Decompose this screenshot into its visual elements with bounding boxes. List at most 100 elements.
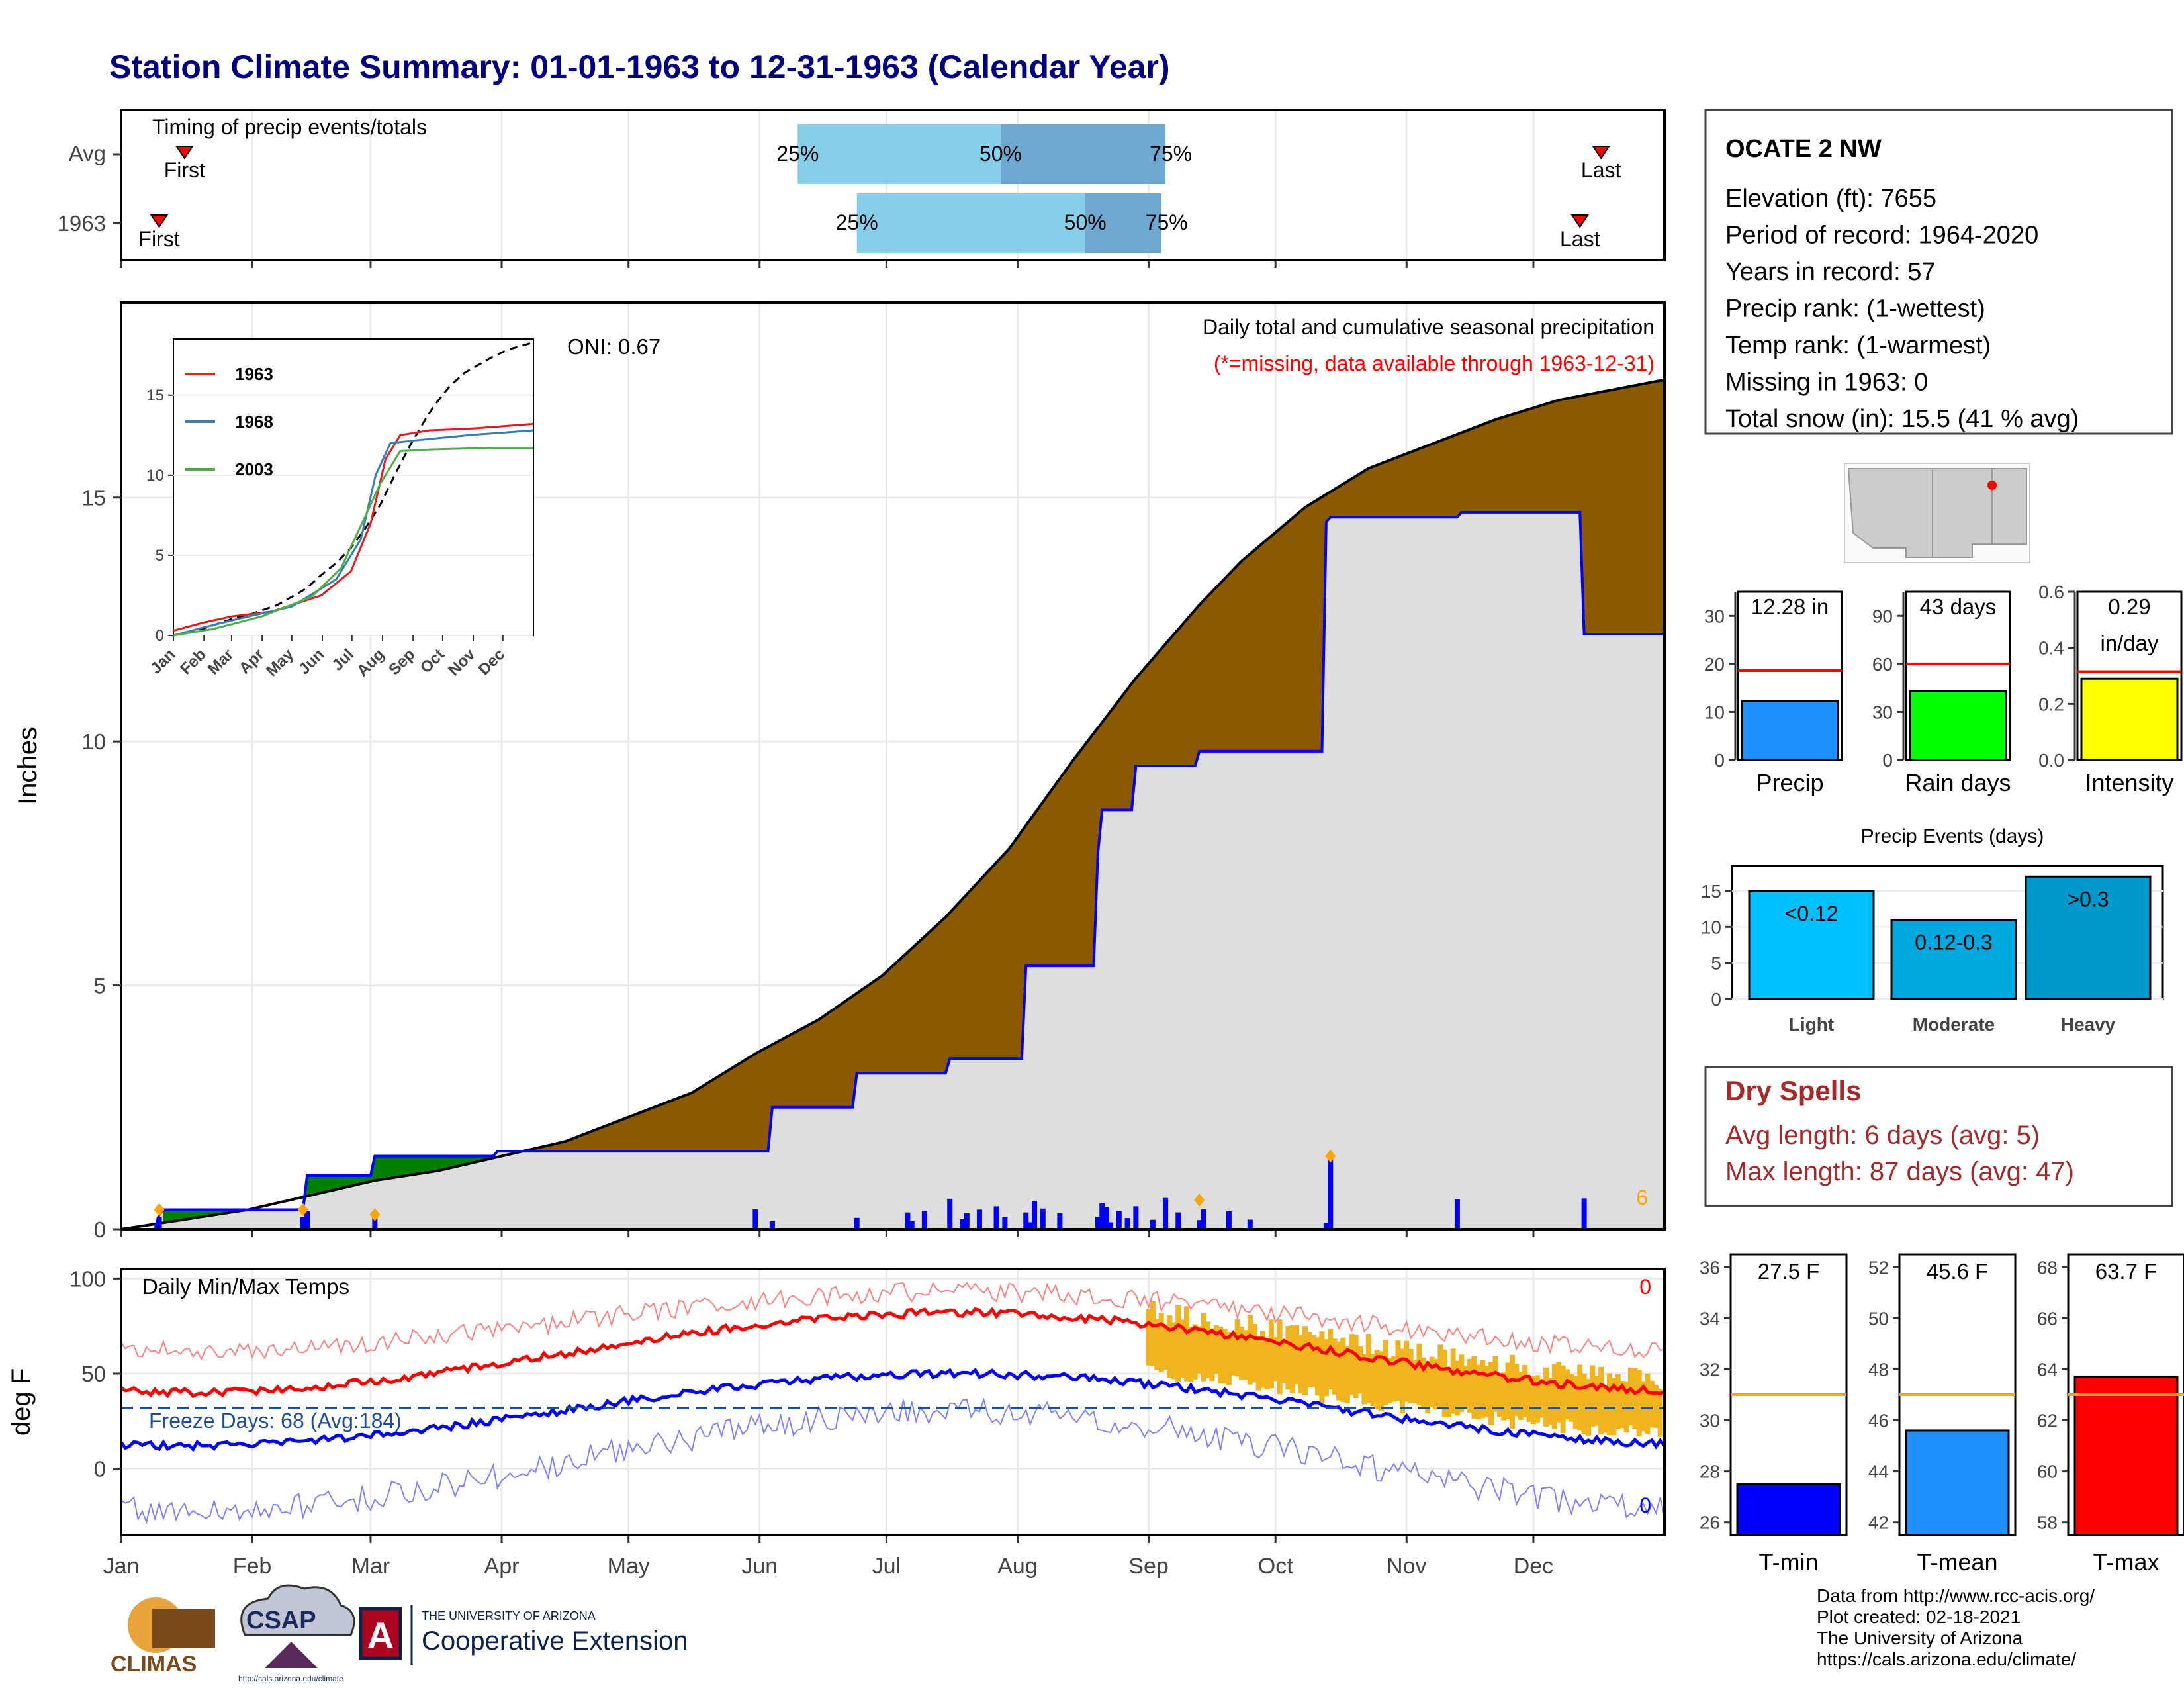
daily-temp-range-bar (1188, 1327, 1194, 1383)
daily-temp-range-bar (1420, 1358, 1426, 1409)
daily-temp-range-bar (1641, 1381, 1647, 1432)
dry-spells-frame (1704, 1066, 2173, 1207)
csap-cloud-icon (240, 1584, 355, 1636)
daily-precip-bar (769, 1221, 775, 1229)
snow-event-marker-icon (1194, 1193, 1205, 1207)
temp-bar-value (1905, 1429, 2010, 1536)
daily-temp-range-bar (1383, 1339, 1388, 1405)
first-event-label: First (138, 227, 179, 251)
daily-temp-range-bar (1539, 1379, 1545, 1418)
daily-temp-range-bar (1230, 1332, 1236, 1376)
inset-legend-label: 1963 (235, 364, 273, 384)
daily-temp-range-bar (1619, 1380, 1625, 1429)
daily-precip-bar (304, 1211, 310, 1229)
temp-bar-ytick-label: 36 (1700, 1257, 1720, 1278)
daily-temp-range-bar (1535, 1375, 1541, 1423)
daily-temp-range-bar (1154, 1319, 1160, 1370)
dry-spells-avg: Avg length: 6 days (avg: 5) (1725, 1121, 2040, 1150)
daily-temp-range-bar (1416, 1343, 1422, 1405)
daily-temp-range-bar (1526, 1376, 1532, 1422)
daily-precip-bar (1175, 1212, 1181, 1229)
daily-temp-range-bar (1378, 1351, 1384, 1411)
month-axis-label: May (608, 1554, 650, 1579)
daily-precip-bar (1201, 1209, 1206, 1229)
daily-precip-bar (854, 1217, 860, 1229)
events-category-label: Moderate (1913, 1014, 1995, 1035)
month-axis-label: Oct (1258, 1554, 1293, 1579)
events-title: Precip Events (days) (1861, 825, 2044, 847)
record-min-line (120, 1397, 1665, 1524)
daily-precip-bar (1027, 1222, 1033, 1229)
events-bar-label: >0.3 (2067, 887, 2109, 911)
precip-count-label: 6 (1636, 1186, 1648, 1209)
daily-temp-range-bar (1226, 1331, 1232, 1385)
timing-frame (120, 109, 1666, 261)
timing-p25-label: 25% (836, 211, 878, 234)
logo-climas: CLIMAS (111, 1597, 215, 1677)
daily-precip-bar (1226, 1211, 1232, 1229)
timing-p50-label: 50% (1064, 211, 1107, 234)
month-axis-label: Dec (1514, 1554, 1553, 1579)
temp-bar-ytick-label: 66 (2037, 1308, 2058, 1329)
daily-temp-range-bar (1310, 1335, 1316, 1387)
station-location-dot (1987, 481, 1997, 490)
events-ytick-label: 10 (1701, 917, 1721, 937)
last-event-label: Last (1560, 227, 1600, 251)
temp-bar-ytick-label: 28 (1700, 1462, 1720, 1482)
daily-temp-range-bar (1433, 1358, 1439, 1409)
timing-bar-50-75 (1000, 124, 1166, 184)
daily-temp-range-bar (1146, 1309, 1152, 1366)
month-axis-label: Sep (1128, 1554, 1169, 1579)
temp-bar-ytick-label: 46 (1868, 1411, 1889, 1431)
daily-temp-range-bar (1446, 1368, 1452, 1418)
daily-temp-range-bar (1590, 1365, 1596, 1427)
temp-bar-ytick-label: 58 (2037, 1513, 2058, 1533)
station-info-line: Missing in 1963: 0 (1725, 369, 1928, 397)
bar-panel-ytick-label: 10 (1704, 702, 1725, 722)
station-info-line: Total snow (in): 15.5 (41 % avg) (1725, 405, 2079, 433)
daily-temp-range-bar (1281, 1340, 1287, 1383)
daily-temp-range-bar (1323, 1339, 1329, 1397)
cumulative-1963-area (121, 512, 1664, 1230)
daily-temp-range-bar (1357, 1346, 1363, 1394)
daily-temp-range-bar (1319, 1331, 1325, 1403)
station-info-line: Temp rank: (1-warmest) (1725, 332, 1991, 359)
temp-bar-ytick-label: 42 (1868, 1513, 1889, 1533)
month-axis-label: Apr (484, 1554, 520, 1579)
timing-panel: Timing of precip events/totals Avg 1963 … (58, 109, 1666, 268)
temp-ytick-label: 0 (94, 1457, 106, 1481)
temp-bar-ytick-label: 32 (1700, 1359, 1720, 1380)
daily-temp-range-bar (1171, 1322, 1177, 1380)
precip-caption: Daily total and cumulative seasonal prec… (1203, 315, 1655, 339)
dry-spells-max: Max length: 87 days (avg: 47) (1725, 1157, 2074, 1186)
inset-ytick-label: 10 (146, 467, 164, 485)
bar-panel-value-label: 43 days (1920, 594, 1997, 619)
temp-bar-ytick-label: 34 (1700, 1308, 1720, 1329)
inset-series-line (173, 429, 534, 637)
climas-text: CLIMAS (111, 1652, 197, 1677)
daily-temp-range-bar (1264, 1339, 1270, 1389)
daily-temp-range-bar (1572, 1376, 1578, 1429)
last-event-label: Last (1581, 158, 1621, 182)
daily-temp-range-bar (1577, 1364, 1583, 1431)
daily-temp-range-bar (1547, 1378, 1553, 1425)
daily-temp-range-bar (1387, 1358, 1392, 1404)
daily-temp-range-bar (1336, 1341, 1342, 1401)
temp-bar-ytick-label: 60 (2037, 1462, 2058, 1482)
daily-temp-range-bar (1184, 1306, 1190, 1382)
daily-temp-range-bar (1645, 1373, 1651, 1434)
temp-bar-ytick-label: 26 (1700, 1513, 1720, 1533)
daily-precip-bar (905, 1212, 911, 1229)
daily-temp-range-bar (1234, 1319, 1240, 1377)
daily-temp-range-bar (1395, 1340, 1401, 1401)
daily-temp-range-bar (1285, 1326, 1291, 1390)
dry-spells-title: Dry Spells (1725, 1075, 1861, 1106)
daily-precip-bar (947, 1198, 953, 1229)
daily-temp-range-bar (1496, 1375, 1502, 1417)
logo-csap: CSAP http://cals.arizona.edu/climate (238, 1584, 355, 1683)
bar-panel-ytick-label: 0.2 (2038, 694, 2064, 714)
events-bar (1748, 890, 1875, 1000)
daily-temp-range-bar (1239, 1326, 1245, 1380)
temp-bar-ytick-label: 44 (1868, 1462, 1889, 1482)
